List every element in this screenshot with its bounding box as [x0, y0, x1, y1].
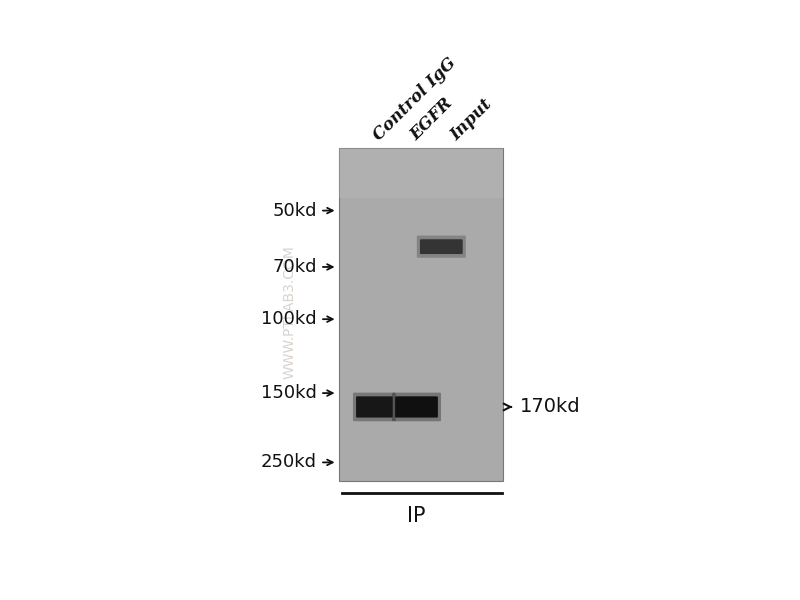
Bar — [338, 148, 503, 198]
Text: EGFR: EGFR — [407, 94, 456, 143]
Text: Input: Input — [447, 95, 495, 143]
FancyBboxPatch shape — [420, 239, 462, 254]
FancyBboxPatch shape — [417, 236, 466, 258]
FancyBboxPatch shape — [353, 392, 396, 421]
Text: 100kd: 100kd — [262, 310, 317, 328]
Bar — [338, 148, 503, 481]
Text: 250kd: 250kd — [261, 454, 317, 472]
Text: IP: IP — [407, 506, 426, 526]
Text: 70kd: 70kd — [273, 258, 317, 276]
FancyBboxPatch shape — [356, 397, 393, 418]
FancyBboxPatch shape — [395, 397, 438, 418]
Text: 170kd: 170kd — [520, 397, 580, 416]
FancyBboxPatch shape — [392, 392, 441, 421]
Text: 50kd: 50kd — [273, 202, 317, 220]
Text: 150kd: 150kd — [261, 384, 317, 402]
Text: WWW.PTLAB3.COM: WWW.PTLAB3.COM — [282, 245, 296, 379]
Text: Control IgG: Control IgG — [370, 54, 459, 143]
